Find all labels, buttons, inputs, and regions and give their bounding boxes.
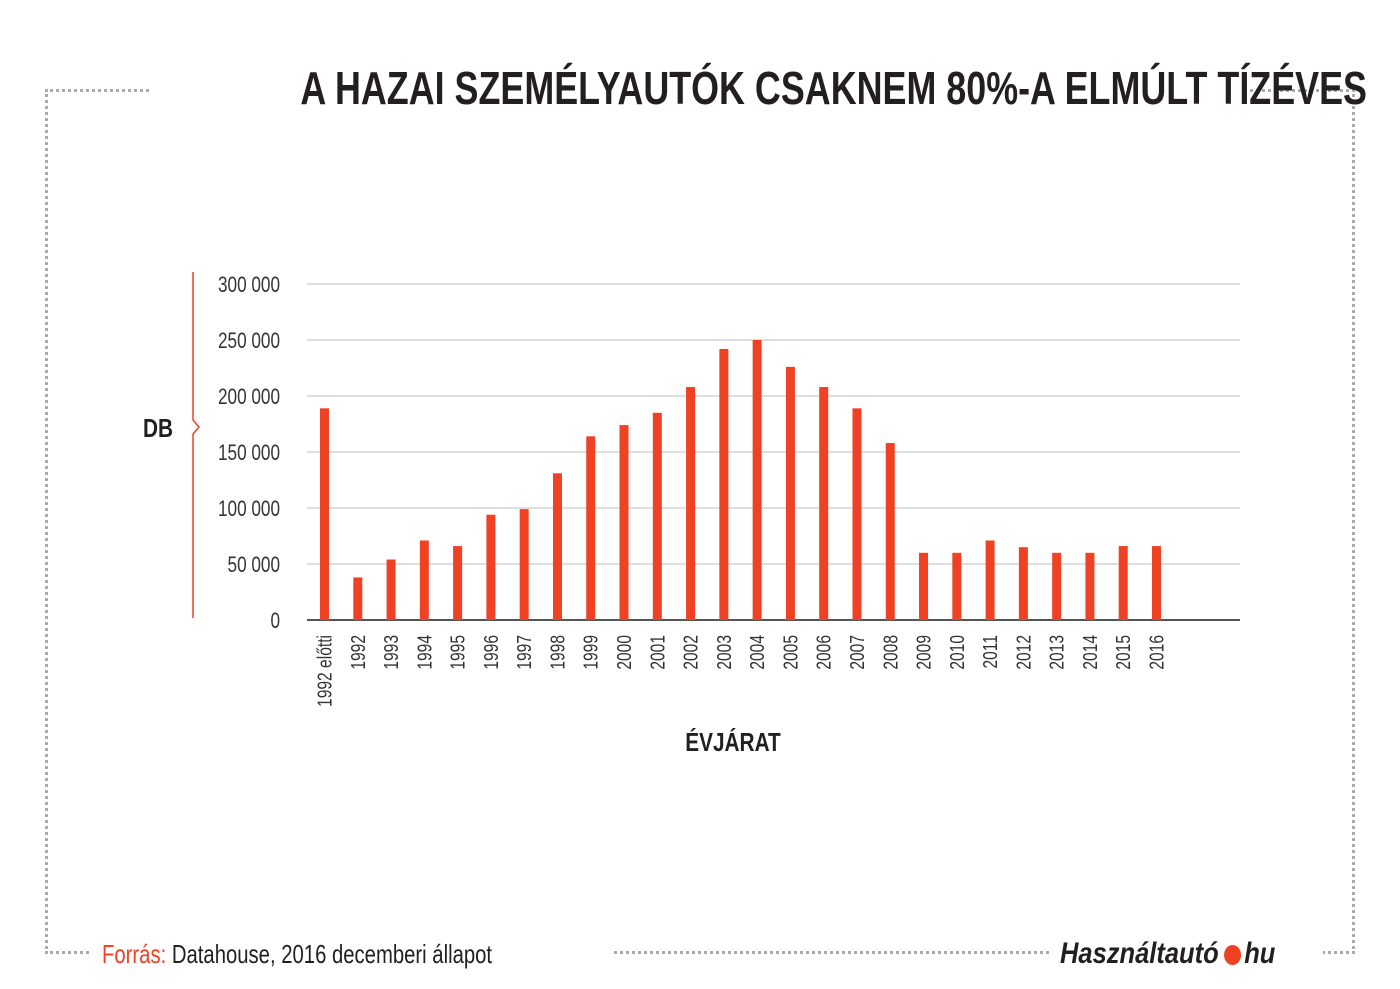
y-tick-label: 300 000 (218, 273, 280, 298)
y-tick-label: 150 000 (218, 441, 280, 466)
title-container: A HAZAI SZEMÉLYAUTÓK CSAKNEM 80%-A ELMÚL… (150, 58, 1367, 118)
x-tick-label: 1992 (347, 635, 369, 670)
logo-dot-icon (1223, 945, 1241, 966)
bar-1998 (552, 473, 562, 620)
bar-2010 (952, 552, 962, 620)
bar-2008 (885, 443, 895, 620)
x-tick-label: 2012 (1013, 635, 1035, 670)
x-tick-label: 1994 (413, 635, 435, 670)
x-tick-label: 2000 (613, 635, 635, 670)
y-tick-label: 0 (270, 609, 280, 634)
bar-2006 (819, 387, 829, 620)
x-tick-label: 2002 (680, 635, 702, 670)
x-tick-label: 2005 (780, 635, 802, 670)
x-tick-label: 2004 (746, 635, 768, 670)
x-tick-label: 2015 (1112, 635, 1134, 670)
x-axis-label: ÉVJÁRAT (685, 727, 781, 757)
chart-title: A HAZAI SZEMÉLYAUTÓK CSAKNEM 80%-A ELMÚL… (300, 62, 1367, 114)
bar-2009 (919, 552, 929, 620)
bar-1993 (386, 559, 396, 620)
y-tick-label: 200 000 (218, 385, 280, 410)
y-tick-label: 100 000 (218, 497, 280, 522)
brand-logo: Használtautó hu (1050, 934, 1324, 974)
logo-text: Használtautó (1060, 937, 1219, 970)
bar-1994 (419, 540, 429, 620)
x-tick-label: 2014 (1079, 635, 1101, 670)
bar-2015 (1118, 546, 1128, 620)
x-tick-label: 1992 előtti (314, 635, 336, 707)
bar-2000 (619, 425, 629, 620)
y-axis-bracket (192, 272, 200, 618)
y-axis-label: DB (143, 414, 173, 443)
bar-2007 (852, 408, 862, 620)
bar-1992 (353, 577, 363, 620)
x-tick-label: 2011 (979, 635, 1001, 669)
x-tick-label: 2016 (1146, 635, 1168, 670)
source-text: Datahouse, 2016 decemberi állapot (171, 939, 493, 969)
x-tick-label: 2003 (713, 635, 735, 670)
bar-2004 (752, 340, 762, 620)
x-tick-label: 1995 (447, 635, 469, 670)
bar-2012 (1018, 547, 1028, 620)
bar-1992-előtti (320, 408, 329, 620)
bar-2001 (652, 412, 662, 620)
x-tick-label: 1993 (380, 635, 402, 670)
bar-1995 (453, 546, 463, 620)
bar-2011 (985, 540, 995, 620)
x-tick-label: 2008 (879, 635, 901, 670)
x-tick-label: 2001 (646, 635, 668, 670)
bar-2003 (719, 348, 729, 620)
x-tick-label: 2007 (846, 635, 868, 670)
footer-source: Forrás: Datahouse, 2016 decemberi állapo… (92, 934, 613, 974)
bar-2005 (785, 366, 795, 620)
source-label: Forrás: (102, 939, 167, 969)
bar-1999 (586, 436, 596, 620)
bar-1997 (519, 509, 529, 620)
x-tick-label: 2013 (1046, 635, 1068, 670)
x-tick-label: 1997 (513, 635, 535, 670)
logo-tld: hu (1244, 937, 1276, 970)
x-tick-label: 1998 (547, 635, 569, 670)
bar-2016 (1152, 546, 1161, 620)
bar-2002 (686, 387, 696, 620)
y-tick-label: 250 000 (218, 329, 280, 354)
bar-1996 (486, 514, 496, 620)
x-tick-label: 2010 (946, 635, 968, 670)
bar-2014 (1085, 552, 1095, 620)
bar-2013 (1052, 552, 1062, 620)
x-tick-label: 1996 (480, 635, 502, 670)
x-tick-label: 2009 (913, 635, 935, 670)
x-tick-label: 2006 (813, 635, 835, 670)
x-tick-label: 1999 (580, 635, 602, 670)
y-tick-label: 50 000 (228, 553, 280, 578)
